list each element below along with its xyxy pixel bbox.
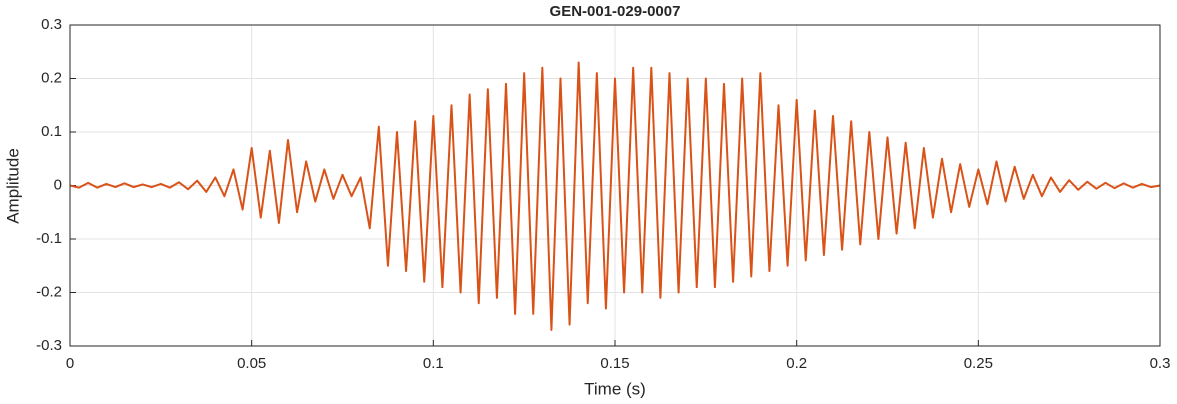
x-tick-label: 0.2 bbox=[786, 355, 807, 372]
y-axis-label: Amplitude bbox=[3, 148, 22, 224]
x-tick-label: 0.1 bbox=[423, 355, 444, 372]
x-tick-label: 0.3 bbox=[1150, 355, 1171, 372]
y-tick-label: 0 bbox=[54, 176, 62, 193]
y-tick-label: 0.3 bbox=[41, 16, 62, 33]
waveform-line bbox=[69, 61, 1161, 331]
chart-title: GEN-001-029-0007 bbox=[550, 3, 681, 20]
y-tick-label: -0.3 bbox=[36, 337, 62, 354]
y-tick-label: -0.2 bbox=[36, 283, 62, 300]
x-tick-label: 0.25 bbox=[964, 355, 993, 372]
x-axis-label: Time (s) bbox=[584, 379, 646, 398]
y-tick-label: 0.2 bbox=[41, 69, 62, 86]
plot-border bbox=[69, 24, 1161, 347]
x-tick-label: 0.05 bbox=[237, 355, 266, 372]
y-tick-label: -0.1 bbox=[36, 230, 62, 247]
x-tick-label: 0.15 bbox=[600, 355, 629, 372]
y-tick-label: 0.1 bbox=[41, 123, 62, 140]
x-tick-label: 0 bbox=[66, 355, 74, 372]
